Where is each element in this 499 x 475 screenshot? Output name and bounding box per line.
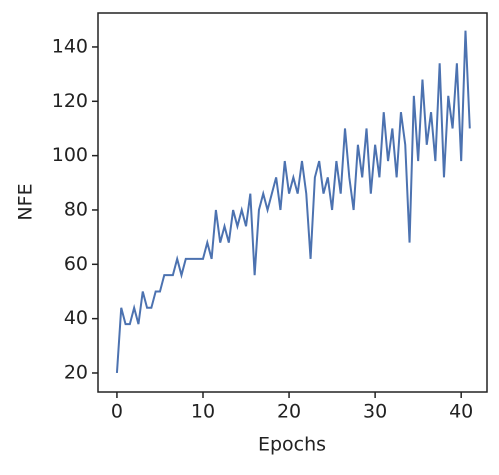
y-tick-label: 60 (64, 253, 88, 275)
x-tick-label: 0 (111, 401, 123, 423)
x-axis-label: Epochs (258, 434, 326, 456)
x-tick-label: 20 (277, 401, 301, 423)
plot-frame (97, 12, 488, 393)
y-tick-label: 140 (52, 35, 88, 57)
y-axis-label: NFE (15, 183, 37, 220)
y-tick-label: 100 (52, 144, 88, 166)
x-tick-label: 40 (449, 401, 473, 423)
y-tick-label: 80 (64, 198, 88, 220)
y-tick-label: 20 (64, 361, 88, 383)
line (115, 30, 471, 374)
y-tick-label: 40 (64, 307, 88, 329)
x-tick-label: 30 (363, 401, 387, 423)
x-tick-label: 10 (191, 401, 215, 423)
y-tick-label: 120 (52, 90, 88, 112)
